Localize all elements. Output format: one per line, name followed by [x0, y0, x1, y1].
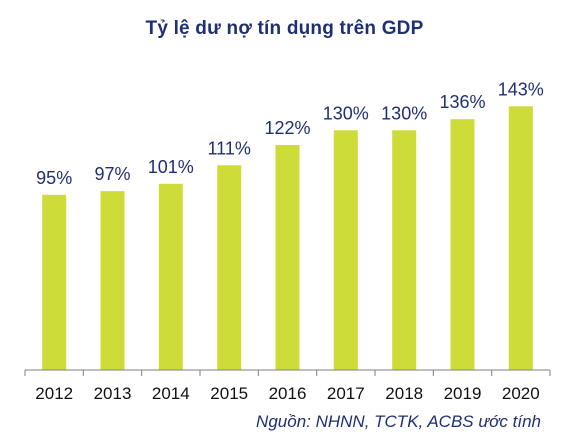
x-tick-label-2016: 2016: [269, 384, 307, 403]
x-tick-label-2013: 2013: [94, 384, 132, 403]
bar-2020: [508, 106, 533, 371]
bar-2013: [100, 191, 125, 370]
x-tick-label-2019: 2019: [444, 384, 482, 403]
x-tick-label-2014: 2014: [152, 384, 190, 403]
x-tick-label-2020: 2020: [502, 384, 540, 403]
data-label-2015: 111%: [208, 138, 251, 158]
x-tick-label-2012: 2012: [35, 384, 73, 403]
x-tick-label-2017: 2017: [327, 384, 365, 403]
bar-2016: [275, 145, 300, 370]
chart-title: Tỷ lệ dư nợ tín dụng trên GDP: [145, 18, 424, 39]
bar-2014: [158, 183, 183, 370]
x-tick-label-2015: 2015: [210, 384, 248, 403]
data-label-2020: 143%: [498, 79, 544, 99]
bar-2012: [42, 194, 67, 370]
data-label-2013: 97%: [94, 164, 130, 184]
data-label-2018: 130%: [381, 103, 427, 123]
bar-2017: [333, 130, 358, 370]
bar-2018: [392, 130, 417, 370]
data-label-2019: 136%: [439, 92, 485, 112]
bar-2019: [450, 119, 475, 370]
x-tick-label-2018: 2018: [385, 384, 423, 403]
bar-2015: [217, 165, 242, 370]
data-label-2017: 130%: [323, 103, 369, 123]
data-label-2014: 101%: [148, 157, 194, 177]
data-label-2016: 122%: [264, 118, 310, 138]
data-label-2012: 95%: [36, 168, 72, 188]
source-note: Nguồn: NHNN, TCTK, ACBS ước tính: [256, 412, 541, 431]
